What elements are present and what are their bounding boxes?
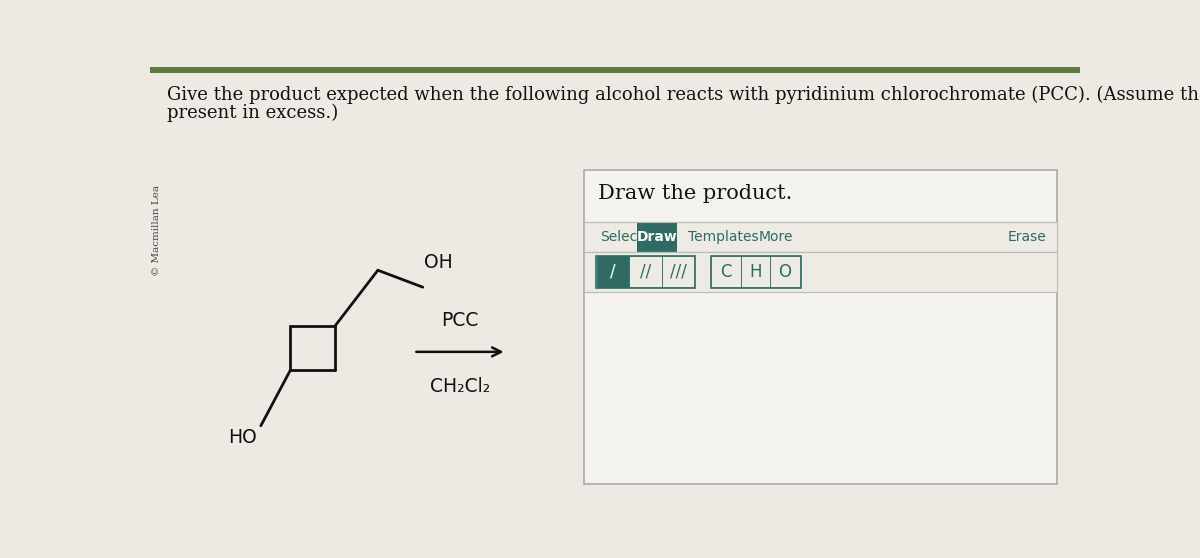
Text: Select: Select [600,230,642,244]
Text: H: H [749,263,762,281]
Text: © Macmillan Lea: © Macmillan Lea [151,185,161,276]
Text: HO: HO [228,428,257,447]
Text: ///: /// [670,263,686,281]
Bar [662,256,695,287]
Text: //: // [640,263,652,281]
Text: Erase: Erase [1007,230,1046,244]
Bar [710,256,800,288]
Text: Give the product expected when the following alcohol reacts with pyridinium chlo: Give the product expected when the follo… [167,85,1200,104]
Text: present in excess.): present in excess.) [167,104,338,122]
Text: Templates: Templates [688,230,758,244]
Bar [584,223,1057,252]
Bar [596,256,695,288]
Bar [629,256,662,287]
Text: Draw the product.: Draw the product. [599,184,793,203]
Bar [770,256,799,287]
Text: OH: OH [425,253,454,272]
Bar [584,170,1057,484]
Text: C: C [720,263,732,281]
Bar [712,256,740,287]
Bar [150,67,1080,73]
Text: More: More [758,230,793,244]
Text: CH₂Cl₂: CH₂Cl₂ [430,377,490,396]
Text: O: O [779,263,792,281]
Text: Draw: Draw [637,230,678,244]
Bar [584,252,1057,292]
Text: PCC: PCC [442,311,479,330]
Bar [637,223,677,252]
Bar [596,256,629,287]
Text: /: / [610,263,616,281]
Bar [740,256,770,287]
